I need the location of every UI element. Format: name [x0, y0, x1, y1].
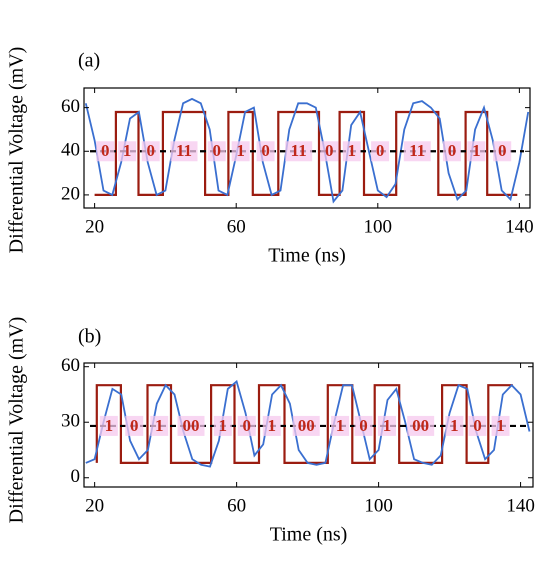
bit-label: 1 [123, 141, 132, 160]
panel-label: (a) [78, 50, 100, 72]
bit-label: 0 [359, 416, 368, 435]
x-tick-label: 60 [227, 495, 246, 516]
y-tick-label: 20 [61, 183, 80, 204]
bit-highlight [96, 141, 115, 162]
y-tick-label: 60 [61, 96, 80, 117]
y-tick-label: 30 [61, 411, 80, 432]
bit-label: 1 [472, 141, 481, 160]
bit-highlight [256, 141, 275, 162]
bit-label: 1 [105, 416, 114, 435]
bit-label: 11 [409, 141, 425, 160]
bit-highlight [237, 415, 256, 436]
x-axis-label: Time (ns) [270, 524, 348, 546]
bit-label: 00 [183, 416, 200, 435]
bit-highlight [491, 415, 510, 436]
bit-label: 1 [268, 416, 277, 435]
bit-label: 1 [219, 416, 228, 435]
bit-label: 0 [376, 141, 385, 160]
bit-highlight [125, 415, 144, 436]
x-tick-label: 140 [506, 495, 535, 516]
signal-line [84, 97, 530, 204]
bit-highlight [403, 141, 431, 162]
bit-highlight [285, 141, 313, 162]
bit-label: 0 [473, 416, 482, 435]
y-axis-label: Differential Voltage (mV) [6, 47, 28, 254]
bit-label: 0 [325, 141, 334, 160]
y-tick-label: 60 [61, 355, 80, 376]
bit-highlight [231, 141, 250, 162]
x-tick-label: 20 [85, 495, 104, 516]
bit-highlight [468, 415, 487, 436]
bit-highlight [377, 415, 396, 436]
bit-label: 00 [298, 416, 315, 435]
y-tick-label: 0 [71, 466, 81, 487]
y-axis-label: Differential Voltage (mV) [6, 317, 28, 524]
bit-highlight [467, 141, 486, 162]
bit-highlight [331, 415, 350, 436]
x-axis-label: Time (ns) [268, 245, 346, 267]
bit-highlight [177, 415, 205, 436]
bit-label: 1 [348, 141, 357, 160]
x-tick-label: 20 [85, 216, 104, 237]
bit-highlight [213, 415, 232, 436]
bit-highlight [170, 141, 198, 162]
bit-label: 11 [291, 141, 307, 160]
bit-label: 1 [383, 416, 392, 435]
bit-label: 0 [212, 141, 221, 160]
bit-label: 0 [448, 141, 457, 160]
bit-highlight [354, 415, 373, 436]
bit-label: 0 [242, 416, 251, 435]
bit-highlight [262, 415, 281, 436]
bit-label: 0 [498, 141, 507, 160]
bit-highlight [141, 141, 160, 162]
bit-label: 11 [176, 141, 192, 160]
x-tick-label: 100 [364, 216, 393, 237]
square-wave [95, 384, 513, 464]
x-tick-label: 100 [364, 495, 393, 516]
bit-highlight [407, 415, 435, 436]
bit-label: 1 [236, 141, 245, 160]
x-tick-label: 60 [227, 216, 246, 237]
bit-label: 0 [101, 141, 110, 160]
bit-highlight [99, 415, 118, 436]
bit-label: 0 [130, 416, 139, 435]
x-tick-label: 140 [505, 216, 534, 237]
bit-highlight [371, 141, 390, 162]
bit-highlight [150, 415, 169, 436]
plot-frame [83, 87, 531, 209]
panel-label: (b) [78, 326, 101, 348]
bit-label: 0 [146, 141, 155, 160]
bit-highlight [445, 415, 464, 436]
bit-highlight [207, 141, 226, 162]
bit-highlight [292, 415, 320, 436]
bit-highlight [442, 141, 461, 162]
bit-label: 1 [450, 416, 459, 435]
bit-label: 0 [261, 141, 270, 160]
bit-label: 00 [412, 416, 429, 435]
bit-label: 1 [155, 416, 164, 435]
bit-highlight [320, 141, 339, 162]
signal-line [85, 379, 531, 468]
bit-highlight [342, 141, 361, 162]
bit-highlight [493, 141, 512, 162]
bit-label: 1 [496, 416, 505, 435]
bit-highlight [118, 141, 137, 162]
square-wave [94, 110, 518, 196]
y-tick-label: 40 [61, 140, 80, 161]
bit-label: 1 [336, 416, 345, 435]
plot-frame [83, 362, 534, 488]
